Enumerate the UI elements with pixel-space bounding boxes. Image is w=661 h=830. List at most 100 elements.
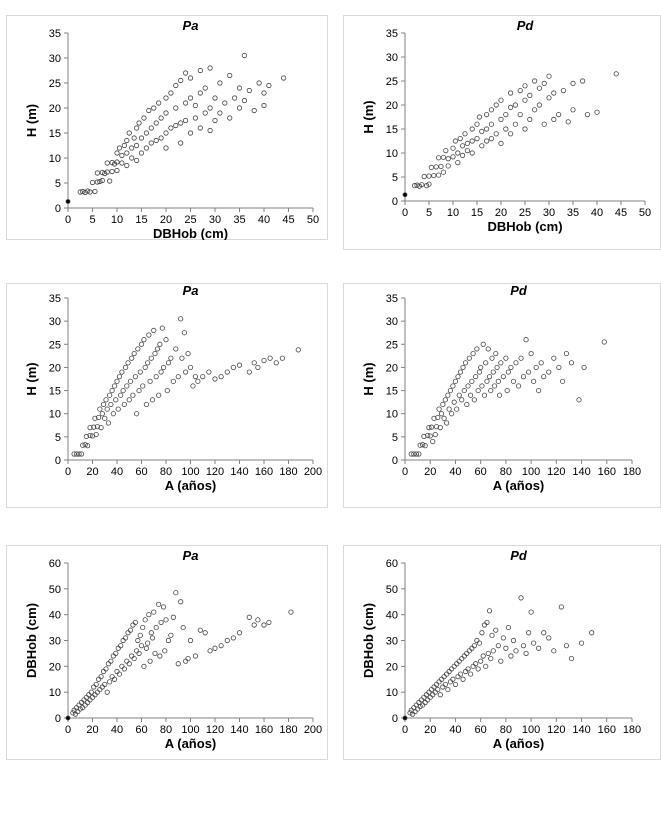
y-tick-label: 20 (386, 661, 398, 673)
data-point (460, 143, 466, 149)
data-point (103, 397, 109, 403)
x-tick-label: 160 (255, 466, 273, 478)
data-point (200, 374, 206, 380)
data-point (525, 369, 532, 375)
data-point (483, 360, 489, 366)
x-tick-label: 80 (500, 466, 512, 478)
data-point (488, 107, 494, 113)
data-point (160, 604, 167, 610)
data-point (124, 162, 130, 169)
data-point (508, 653, 514, 659)
data-point (89, 179, 96, 186)
data-point (469, 150, 475, 156)
data-point (485, 346, 491, 352)
data-point (295, 347, 301, 353)
data-point (431, 415, 437, 421)
data-point (134, 411, 140, 417)
data-point (202, 630, 208, 636)
x-axis-label: A (años) (165, 478, 217, 493)
data-point (131, 135, 137, 141)
data-point (163, 130, 169, 136)
data-point (116, 374, 123, 380)
data-point (445, 156, 451, 162)
scatter-chart: 0 20 40 60 80 100 120 140 160 180 200 0 5 10 15 20 25 30 3… (6, 283, 328, 508)
data-point (142, 364, 148, 371)
data-point (104, 406, 110, 412)
data-point (546, 73, 552, 79)
data-point (129, 145, 135, 151)
x-axis-label: A (años) (493, 478, 545, 493)
data-point (180, 624, 186, 631)
data-point (536, 387, 542, 394)
data-point (187, 95, 194, 101)
data-point (109, 168, 115, 175)
data-point (267, 355, 273, 361)
data-point (132, 374, 138, 380)
x-tick-label: 40 (258, 214, 270, 226)
data-point (165, 637, 172, 644)
data-point (156, 601, 162, 607)
data-point (187, 637, 194, 644)
data-point (126, 661, 132, 667)
chart-title: Pa (183, 18, 199, 33)
data-point (107, 392, 113, 398)
y-axis-label: H (m) (361, 100, 376, 133)
scatter-panel-3: 0 20 40 60 80 100 120 140 160 180 200 0 5 10 15 20 25 30 3… (6, 283, 328, 513)
data-point (183, 369, 189, 375)
data-point (523, 650, 529, 657)
y-tick-label: 20 (49, 362, 61, 374)
data-point (97, 406, 103, 412)
x-tick-label: 45 (282, 214, 294, 226)
data-point (77, 706, 83, 712)
y-tick-label: 25 (49, 339, 61, 351)
data-point (541, 80, 547, 87)
data-point (532, 78, 538, 84)
data-point (551, 355, 557, 361)
data-point (97, 178, 103, 185)
data-point (500, 635, 506, 641)
y-tick-label: 30 (386, 316, 398, 328)
data-point (538, 360, 544, 366)
data-point (178, 120, 184, 126)
data-point (460, 676, 466, 682)
data-point (495, 378, 501, 384)
data-point (479, 383, 485, 389)
data-point (412, 183, 418, 189)
data-point (455, 160, 461, 166)
data-point (129, 155, 135, 161)
data-point (460, 364, 466, 371)
data-point (145, 640, 151, 646)
data-point (109, 387, 115, 394)
x-tick-label: 0 (65, 214, 71, 226)
data-point (408, 451, 414, 457)
data-point (551, 90, 557, 96)
y-tick-label: 25 (386, 339, 398, 351)
data-point (230, 635, 236, 641)
data-point (153, 120, 159, 126)
data-point (136, 387, 142, 394)
data-point (512, 121, 518, 127)
data-point (147, 378, 153, 384)
y-tick-label: 10 (49, 409, 61, 421)
y-tick-label: 5 (392, 432, 398, 444)
y-tick-label: 40 (386, 610, 398, 622)
data-point (556, 112, 562, 118)
data-point (246, 369, 252, 375)
data-point (513, 648, 519, 654)
data-point (141, 115, 147, 121)
x-tick-label: 30 (543, 207, 555, 219)
data-point (498, 140, 504, 146)
data-point (445, 163, 451, 169)
chart-frame (6, 545, 328, 760)
data-point (280, 75, 287, 81)
x-tick-label: 120 (206, 724, 224, 736)
data-point (445, 392, 451, 398)
data-point (92, 188, 98, 195)
data-point (136, 650, 142, 657)
scatter-chart: 0 20 40 60 80 100 120 140 160 180 200 0 10 20 30 40 50 60… (6, 545, 328, 760)
data-point (178, 140, 184, 146)
data-point (570, 80, 576, 87)
y-tick-label: 10 (386, 409, 398, 421)
y-axis-label: DBHob (cm) (24, 603, 39, 678)
data-point (488, 121, 494, 127)
